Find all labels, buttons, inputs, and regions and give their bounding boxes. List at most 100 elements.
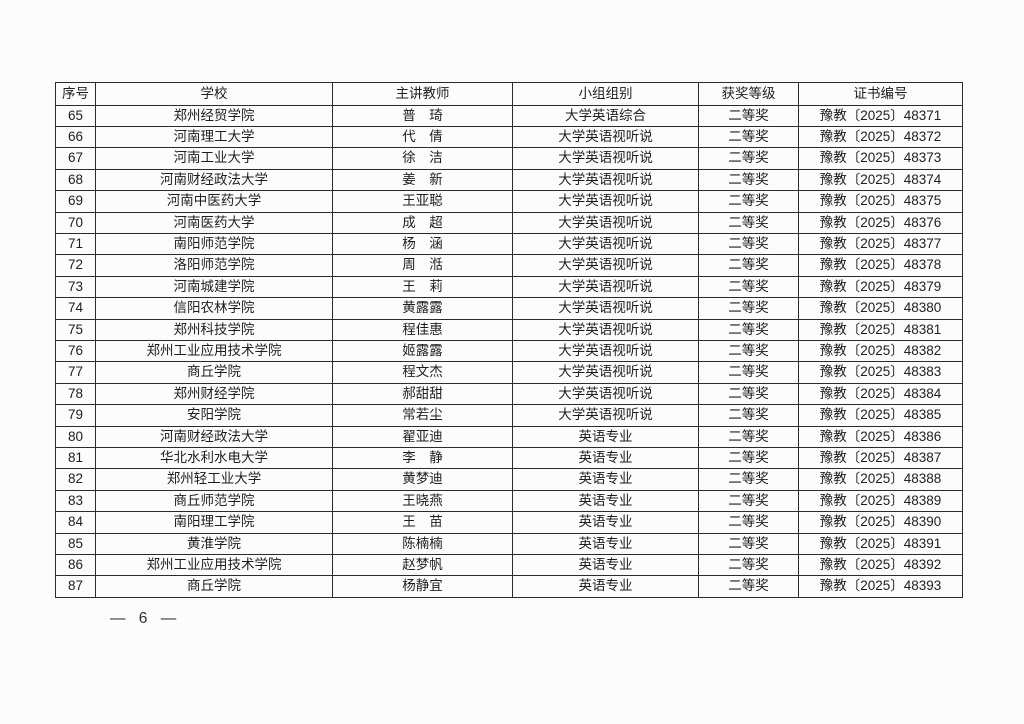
table-row: 77 商丘学院 程文杰 大学英语视听说 二等奖 豫教〔2025〕48383 xyxy=(55,361,963,384)
cell-group: 大学英语视听说 xyxy=(512,297,699,320)
cell-certificate: 豫教〔2025〕48385 xyxy=(798,404,963,427)
cell-school: 安阳学院 xyxy=(95,404,333,427)
cell-teacher: 黄梦迪 xyxy=(332,468,513,491)
cell-certificate: 豫教〔2025〕48388 xyxy=(798,468,963,491)
cell-group: 英语专业 xyxy=(512,554,699,577)
cell-group: 大学英语视听说 xyxy=(512,254,699,277)
cell-teacher: 程佳惠 xyxy=(332,318,513,341)
cell-group: 大学英语视听说 xyxy=(512,404,699,427)
cell-certificate: 豫教〔2025〕48390 xyxy=(798,511,963,534)
cell-group: 大学英语综合 xyxy=(512,104,699,127)
cell-school: 郑州财经学院 xyxy=(95,382,333,406)
cell-certificate: 豫教〔2025〕48378 xyxy=(798,254,963,277)
cell-index: 73 xyxy=(55,275,96,299)
cell-group: 大学英语视听说 xyxy=(512,147,699,170)
cell-group: 大学英语视听说 xyxy=(512,382,699,406)
cell-certificate: 豫教〔2025〕48384 xyxy=(798,382,963,406)
cell-school: 商丘学院 xyxy=(95,575,333,598)
table-row: 78 郑州财经学院 郝甜甜 大学英语视听说 二等奖 豫教〔2025〕48384 xyxy=(55,382,963,406)
cell-school: 郑州轻工业大学 xyxy=(95,468,333,491)
table-row: 83 商丘师范学院 王晓燕 英语专业 二等奖 豫教〔2025〕48389 xyxy=(55,489,963,513)
cell-group: 大学英语视听说 xyxy=(512,318,699,341)
cell-award: 二等奖 xyxy=(698,382,799,406)
cell-index: 79 xyxy=(55,404,96,427)
cell-teacher: 程文杰 xyxy=(332,361,513,384)
cell-award: 二等奖 xyxy=(698,254,799,277)
cell-teacher: 黄露露 xyxy=(332,297,513,320)
cell-teacher: 姬露露 xyxy=(332,339,513,363)
cell-certificate: 豫教〔2025〕48371 xyxy=(798,104,963,127)
table-row: 79 安阳学院 常若尘 大学英语视听说 二等奖 豫教〔2025〕48385 xyxy=(55,404,963,427)
cell-group: 大学英语视听说 xyxy=(512,275,699,299)
cell-school: 南阳师范学院 xyxy=(95,232,333,256)
cell-award: 二等奖 xyxy=(698,104,799,127)
table-row: 74 信阳农林学院 黄露露 大学英语视听说 二等奖 豫教〔2025〕48380 xyxy=(55,297,963,320)
cell-award: 二等奖 xyxy=(698,168,799,192)
cell-certificate: 豫教〔2025〕48377 xyxy=(798,232,963,256)
cell-teacher: 普 琦 xyxy=(332,104,513,127)
cell-school: 洛阳师范学院 xyxy=(95,254,333,277)
cell-certificate: 豫教〔2025〕48381 xyxy=(798,318,963,341)
cell-teacher: 郝甜甜 xyxy=(332,382,513,406)
cell-index: 71 xyxy=(55,232,96,256)
cell-certificate: 豫教〔2025〕48380 xyxy=(798,297,963,320)
cell-index: 77 xyxy=(55,361,96,384)
cell-school: 华北水利水电大学 xyxy=(95,446,333,470)
header-row: 序号 学校 主讲教师 小组组别 获奖等级 证书编号 xyxy=(55,82,963,106)
cell-index: 76 xyxy=(55,339,96,363)
cell-group: 英语专业 xyxy=(512,446,699,470)
cell-certificate: 豫教〔2025〕48383 xyxy=(798,361,963,384)
cell-award: 二等奖 xyxy=(698,211,799,234)
table-row: 85 黄淮学院 陈楠楠 英语专业 二等奖 豫教〔2025〕48391 xyxy=(55,532,963,556)
cell-group: 大学英语视听说 xyxy=(512,211,699,234)
table-row: 70 河南医药大学成 超大学英语视听说 二等奖 豫教〔2025〕48376 xyxy=(55,211,963,234)
table-row: 81 华北水利水电大学李 静英语专业 二等奖 豫教〔2025〕48387 xyxy=(55,446,963,470)
cell-school: 河南理工大学 xyxy=(95,125,333,149)
table-row: 68 河南财经政法大学姜 新大学英语视听说 二等奖 豫教〔2025〕48374 xyxy=(55,168,963,192)
cell-certificate: 豫教〔2025〕48392 xyxy=(798,554,963,577)
cell-award: 二等奖 xyxy=(698,339,799,363)
cell-certificate: 豫教〔2025〕48386 xyxy=(798,425,963,449)
cell-group: 大学英语视听说 xyxy=(512,190,699,213)
cell-certificate: 豫教〔2025〕48389 xyxy=(798,489,963,513)
cell-group: 大学英语视听说 xyxy=(512,125,699,149)
cell-group: 英语专业 xyxy=(512,511,699,534)
cell-certificate: 豫教〔2025〕48373 xyxy=(798,147,963,170)
cell-school: 信阳农林学院 xyxy=(95,297,333,320)
cell-group: 英语专业 xyxy=(512,532,699,556)
cell-award: 二等奖 xyxy=(698,147,799,170)
table-row: 87 商丘学院 杨静宜 英语专业 二等奖 豫教〔2025〕48393 xyxy=(55,575,963,598)
table-row: 82 郑州轻工业大学 黄梦迪 英语专业 二等奖 豫教〔2025〕48388 xyxy=(55,468,963,491)
cell-school: 郑州科技学院 xyxy=(95,318,333,341)
cell-award: 二等奖 xyxy=(698,232,799,256)
cell-index: 85 xyxy=(55,532,96,556)
page-number: — 6 — xyxy=(110,610,177,627)
cell-index: 66 xyxy=(55,125,96,149)
table-row: 67 河南工业大学徐 洁大学英语视听说 二等奖 豫教〔2025〕48373 xyxy=(55,147,963,170)
column-header-school: 学校 xyxy=(95,82,333,106)
table-row: 65 郑州经贸学院普 琦大学英语综合 二等奖 豫教〔2025〕48371 xyxy=(55,104,963,127)
cell-teacher: 翟亚迪 xyxy=(332,425,513,449)
cell-teacher: 王亚聪 xyxy=(332,190,513,213)
cell-award: 二等奖 xyxy=(698,468,799,491)
cell-school: 河南中医药大学 xyxy=(95,190,333,213)
cell-index: 75 xyxy=(55,318,96,341)
cell-school: 河南财经政法大学 xyxy=(95,168,333,192)
table-row: 73 河南城建学院王 莉大学英语视听说 二等奖 豫教〔2025〕48379 xyxy=(55,275,963,299)
cell-index: 74 xyxy=(55,297,96,320)
cell-index: 72 xyxy=(55,254,96,277)
cell-school: 郑州经贸学院 xyxy=(95,104,333,127)
table-row: 66 河南理工大学代 倩大学英语视听说 二等奖 豫教〔2025〕48372 xyxy=(55,125,963,149)
cell-award: 二等奖 xyxy=(698,318,799,341)
cell-teacher: 姜 新 xyxy=(332,168,513,192)
cell-group: 英语专业 xyxy=(512,425,699,449)
cell-school: 郑州工业应用技术学院 xyxy=(95,339,333,363)
cell-school: 河南工业大学 xyxy=(95,147,333,170)
cell-index: 83 xyxy=(55,489,96,513)
cell-certificate: 豫教〔2025〕48372 xyxy=(798,125,963,149)
cell-index: 87 xyxy=(55,575,96,598)
cell-teacher: 杨 涵 xyxy=(332,232,513,256)
cell-school: 郑州工业应用技术学院 xyxy=(95,554,333,577)
cell-award: 二等奖 xyxy=(698,575,799,598)
cell-award: 二等奖 xyxy=(698,190,799,213)
